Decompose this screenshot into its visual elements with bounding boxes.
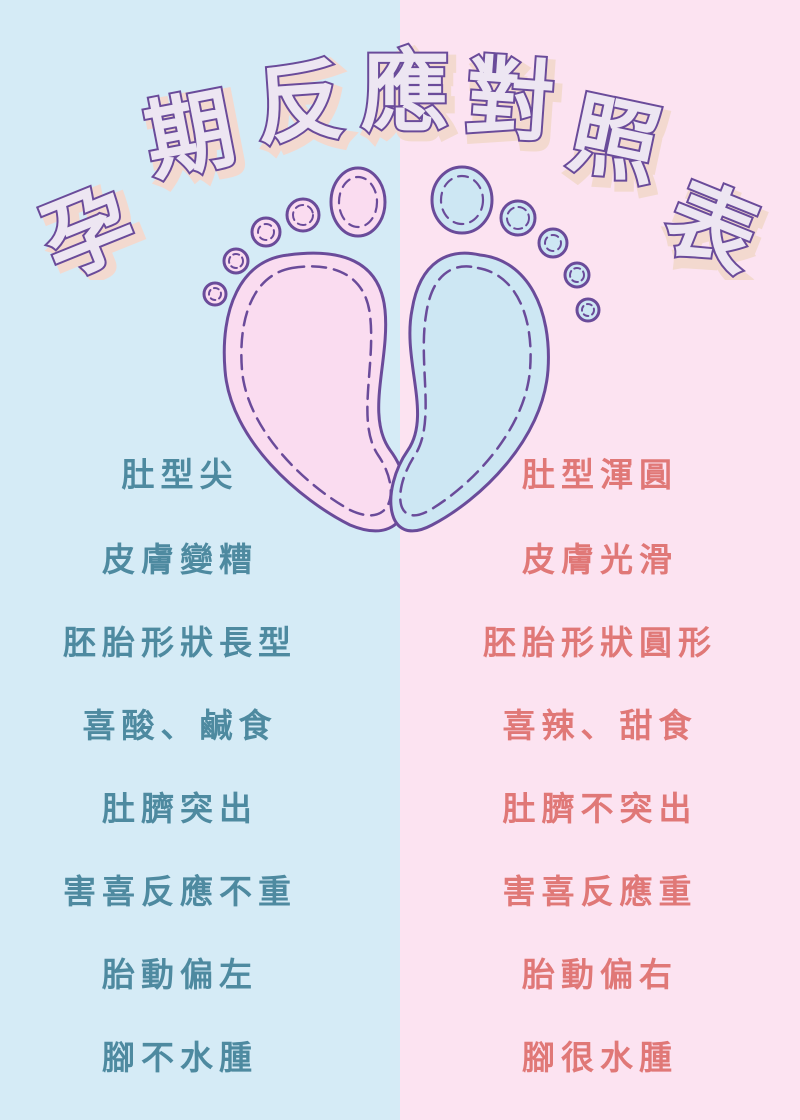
title-char: 反 [253,49,348,158]
left-item: 胚胎形狀長型 [63,623,297,662]
svg-text:對: 對 [467,52,562,161]
title-char: 應 [361,41,449,144]
right-foot-icon [389,165,601,533]
left-item: 腳不水腫 [102,1038,258,1077]
right-item: 皮膚光滑 [522,540,678,579]
left-foot-icon [202,166,408,533]
title-char: 對 [463,46,558,155]
left-item: 害喜反應不重 [63,872,297,911]
left-item: 肚臍突出 [102,789,258,828]
right-item: 胚胎形狀圓形 [483,623,717,662]
left-item: 喜酸、鹹食 [82,706,278,745]
left-item: 胎動偏左 [102,955,258,994]
right-item: 腳很水腫 [522,1038,678,1077]
right-item: 害喜反應重 [502,872,698,911]
left-item: 肚型尖 [121,455,239,494]
title-char: 表 [652,164,772,280]
title-char: 期 [137,76,243,194]
right-item: 肚臍不突出 [502,789,698,828]
right-item: 胎動偏右 [522,955,678,994]
left-item: 皮膚變糟 [102,540,258,579]
right-item: 喜辣、甜食 [502,706,698,745]
svg-text:反: 反 [258,54,353,163]
baby-footprints-icon [202,165,601,533]
svg-text:應: 應 [366,47,454,150]
title-char: 孕 [28,168,148,280]
right-item: 肚型渾圓 [522,455,678,494]
